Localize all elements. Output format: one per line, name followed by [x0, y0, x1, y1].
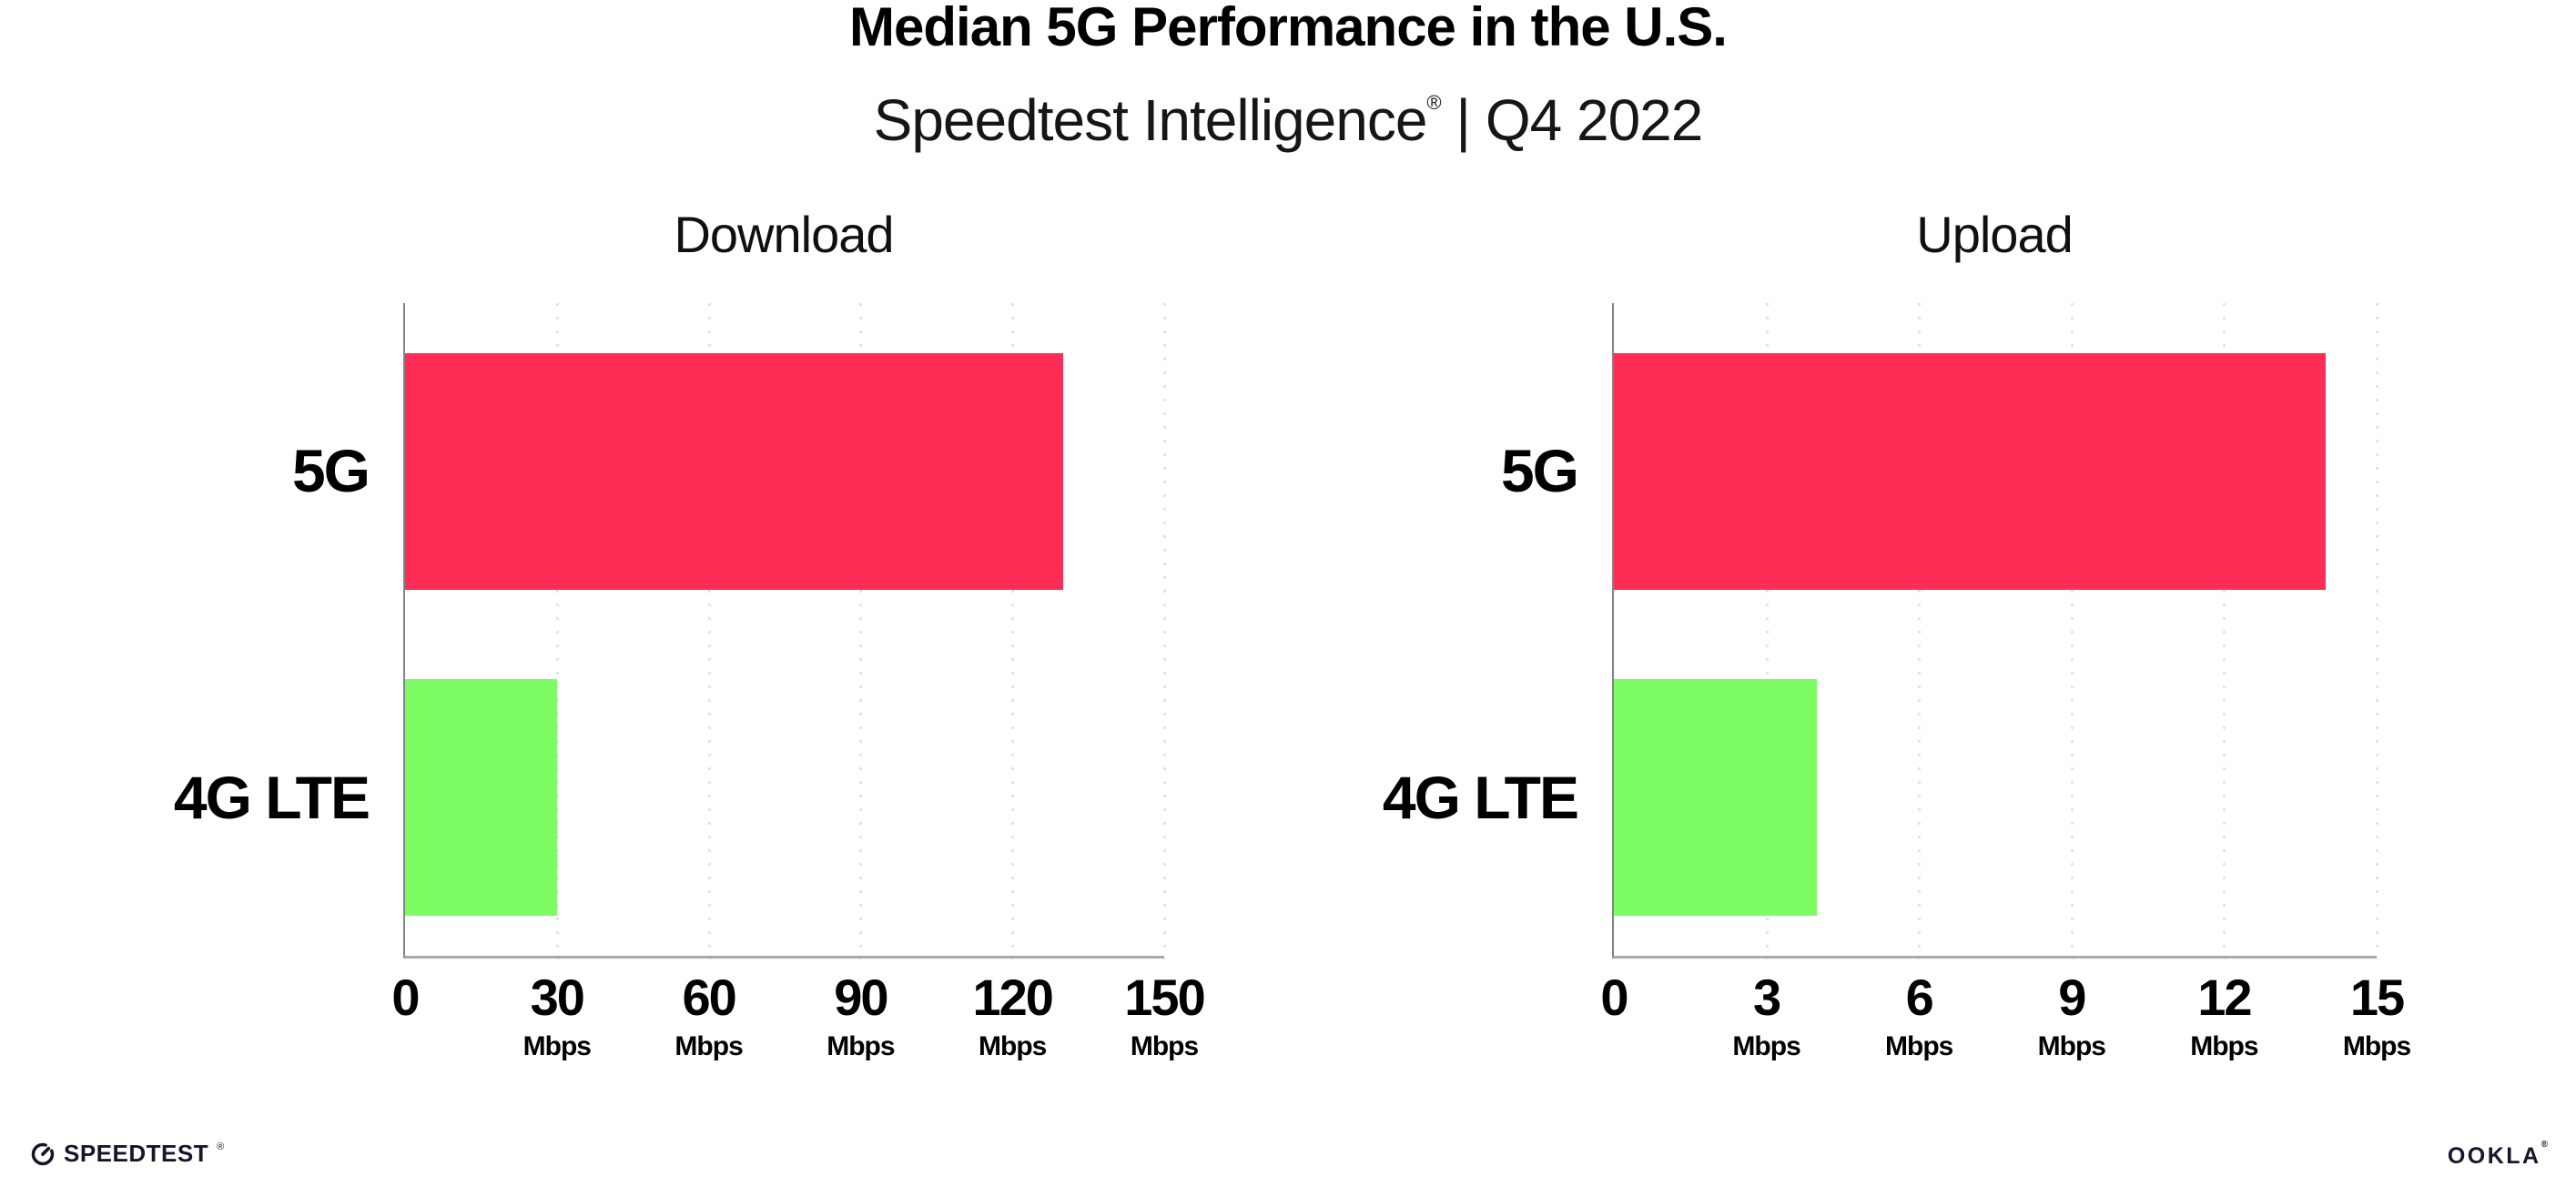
- x-tick-value: 12: [2197, 969, 2252, 1026]
- x-tick-9: 9 Mbps: [2037, 969, 2106, 1062]
- x-tick-value: 150: [1124, 969, 1205, 1026]
- gridline-12-mbps: [2223, 303, 2226, 959]
- gridline-9-mbps: [2070, 303, 2074, 959]
- x-tick-0: 0: [391, 969, 420, 1026]
- upload-chart-title: Upload: [1916, 206, 2073, 263]
- download-chart-title: Download: [674, 206, 894, 263]
- gridline-6-mbps: [1918, 303, 1922, 959]
- x-tick-6: 6 Mbps: [1885, 969, 1953, 1062]
- x-tick-unit: Mbps: [2190, 1031, 2258, 1061]
- x-tick-60: 60 Mbps: [674, 969, 743, 1062]
- ookla-logo: OOKLA®: [2447, 1140, 2548, 1170]
- x-tick-value: 6: [1905, 969, 1934, 1026]
- gridline-60-mbps: [707, 303, 711, 959]
- speedtest-wordmark: SPEEDTEST: [64, 1140, 209, 1167]
- x-tick-unit: Mbps: [1732, 1031, 1800, 1061]
- x-tick-value: 3: [1753, 969, 1781, 1026]
- category-label-4g-lte: 4G LTE: [173, 764, 370, 831]
- x-tick-30: 30 Mbps: [522, 969, 592, 1062]
- x-tick-value: 120: [972, 969, 1053, 1026]
- ookla-registered-mark-icon: ®: [2541, 1140, 2548, 1150]
- x-tick-120: 120 Mbps: [972, 969, 1053, 1062]
- x-tick-unit: Mbps: [522, 1031, 592, 1061]
- subtitle-quarter: | Q4 2022: [1440, 87, 1703, 153]
- speedtest-logo: SPEEDTEST ®: [30, 1140, 224, 1168]
- speedtest-registered-mark-icon: ®: [217, 1141, 225, 1152]
- x-tick-value: 0: [1600, 969, 1628, 1026]
- x-tick-3: 3 Mbps: [1732, 972, 1800, 1062]
- x-tick-value: 0: [391, 969, 420, 1026]
- bar-4g-lte-download: [405, 679, 557, 916]
- x-tick-150: 150 Mbps: [1124, 969, 1205, 1062]
- bar-5g-upload: [1614, 353, 2327, 590]
- ookla-wordmark: OOKLA: [2447, 1143, 2541, 1169]
- x-tick-unit: Mbps: [2037, 1031, 2106, 1061]
- x-tick-value: 60: [682, 969, 736, 1026]
- x-tick-12: 12 Mbps: [2190, 969, 2258, 1062]
- subtitle-brand: Speedtest Intelligence: [873, 87, 1428, 153]
- bar-5g-download: [405, 353, 1063, 590]
- x-tick-value: 15: [2349, 969, 2405, 1026]
- download-category-labels: 5G 4G LTE: [0, 303, 370, 959]
- x-tick-unit: Mbps: [2342, 1031, 2411, 1061]
- x-tick-value: 30: [530, 969, 585, 1026]
- gridline-3-mbps: [1765, 303, 1769, 959]
- bar-4g-lte-upload: [1614, 679, 1818, 916]
- gridline-120-mbps: [1011, 303, 1015, 959]
- x-tick-unit: Mbps: [1885, 1031, 1953, 1061]
- page-subtitle: Speedtest Intelligence® | Q4 2022: [0, 91, 2576, 149]
- x-tick-value: 9: [2058, 969, 2086, 1026]
- upload-category-labels: 5G 4G LTE: [1195, 303, 1579, 959]
- registered-trademark-icon: ®: [1426, 91, 1441, 114]
- category-label-4g-lte: 4G LTE: [1382, 764, 1579, 831]
- x-tick-unit: Mbps: [979, 1031, 1047, 1061]
- x-tick-0: 0: [1600, 969, 1628, 1026]
- x-tick-value: 90: [834, 969, 888, 1026]
- x-tick-unit: Mbps: [1130, 1031, 1199, 1061]
- x-tick-90: 90 Mbps: [827, 969, 895, 1062]
- x-tick-15: 15 Mbps: [2342, 969, 2411, 1062]
- category-label-5g: 5G: [1500, 437, 1579, 504]
- gridline-150-mbps: [1163, 303, 1166, 959]
- upload-plot-area: 0 3 Mbps 6 Mbps 9 Mbps 12 Mbps 15 Mbps: [1600, 303, 2411, 1061]
- x-tick-unit: Mbps: [674, 1031, 743, 1061]
- speedometer-gauge-icon: [30, 1141, 56, 1167]
- gridline-30-mbps: [555, 303, 559, 959]
- gridline-90-mbps: [859, 303, 863, 959]
- x-tick-unit: Mbps: [827, 1031, 895, 1061]
- gridline-15-mbps: [2376, 303, 2378, 959]
- category-label-5g: 5G: [291, 437, 370, 504]
- page-title: Median 5G Performance in the U.S.: [849, 0, 1728, 57]
- download-plot-area: 0 30 Mbps 60 Mbps 90 Mbps 120 Mbps 150 Mbps: [391, 303, 1206, 1061]
